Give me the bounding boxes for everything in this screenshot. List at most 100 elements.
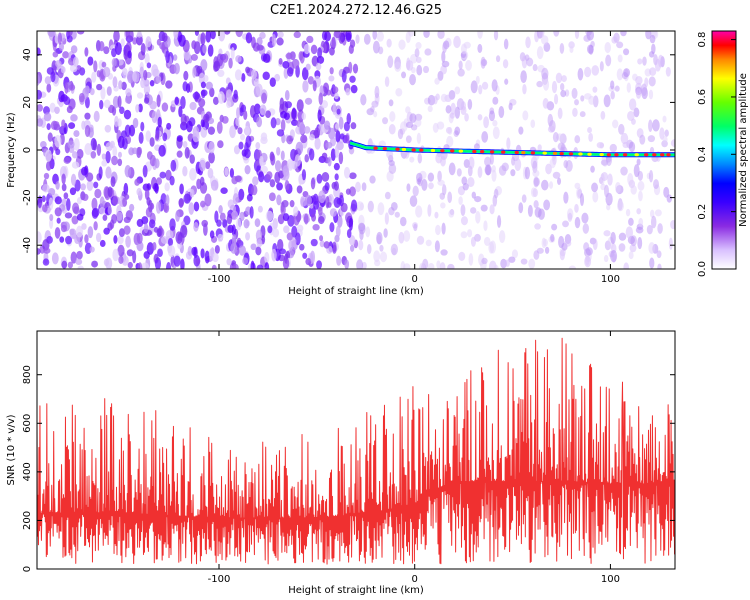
spectrogram-cell	[338, 116, 344, 130]
spectrogram-cell	[199, 159, 206, 172]
spectrogram-cell	[112, 76, 118, 88]
spectrogram-cell	[603, 184, 609, 198]
spectrogram-cell	[477, 43, 483, 53]
spectrogram-cell	[304, 97, 313, 105]
ridge-peak	[440, 149, 445, 153]
spectrogram-cell	[301, 112, 307, 120]
spectrogram-cell	[358, 239, 364, 251]
spectrogram-cell	[183, 215, 191, 226]
spectrogram-cell	[390, 243, 399, 256]
spectrogram-cell	[648, 242, 656, 254]
spectrogram-cell	[222, 53, 229, 63]
spectrogram-cell	[493, 264, 499, 269]
spectrogram-cell	[81, 193, 89, 201]
spectrogram-cell	[406, 183, 411, 192]
spectrogram-cell	[318, 92, 323, 105]
spectrogram-cell	[374, 85, 380, 99]
snr-series	[37, 337, 675, 565]
spectrogram-cell	[101, 153, 106, 160]
spectrogram-cell	[120, 130, 128, 139]
spectrogram-cell	[102, 66, 111, 78]
ridge-peak	[660, 153, 665, 157]
spectrogram-cell	[572, 107, 578, 117]
spectrogram-cell	[270, 153, 276, 166]
spectrogram-cell	[306, 35, 314, 44]
spectrogram-cell	[416, 178, 422, 185]
spectrogram-cell	[216, 121, 223, 134]
ridge-peak	[599, 152, 604, 157]
spectrogram-cell	[437, 170, 442, 182]
spectrogram-cell	[183, 70, 189, 81]
spectrogram-cell	[474, 233, 481, 242]
spectrogram-cell	[334, 145, 339, 158]
spectrogram-cell	[331, 36, 336, 50]
spectrogram-cell	[101, 159, 108, 167]
spectrogram-cell	[123, 225, 131, 235]
spectrogram-cell	[175, 231, 183, 244]
spectrogram-cell	[536, 31, 543, 39]
spectrogram-cell	[296, 224, 304, 233]
spectrogram-cell	[137, 262, 143, 269]
y-tick-label: 0	[22, 147, 33, 153]
spectrogram-cell	[468, 253, 474, 266]
spectrogram-cell	[335, 225, 341, 238]
spectrogram-cell	[37, 195, 43, 208]
ridge-peak	[458, 149, 464, 153]
ridge-peak	[559, 151, 564, 156]
spectrogram-cell	[648, 169, 654, 183]
spectrogram-cell	[470, 236, 476, 247]
spectrogram-cell	[99, 99, 104, 110]
spectrogram-cell	[567, 212, 573, 222]
colorbar-label: Normalized spectral amplitude	[738, 73, 749, 227]
spectrogram-cell	[234, 69, 242, 81]
spectrogram-cell	[227, 224, 234, 234]
spectrogram-cell	[496, 215, 502, 228]
spectrogram-cell	[409, 113, 417, 123]
spectrogram-cell	[186, 120, 193, 133]
spectrogram-cell	[84, 47, 89, 57]
spectrogram-cell	[600, 110, 606, 120]
spectrogram-cell	[225, 89, 233, 102]
spectrogram-cell	[305, 63, 311, 71]
spectrogram-cell	[284, 101, 292, 109]
spectrogram-cell	[239, 211, 245, 222]
spectrogram-cell	[297, 212, 302, 222]
spectrogram-cell	[318, 206, 323, 216]
spectrogram-cell	[592, 238, 598, 251]
spectrogram-cell	[577, 68, 584, 81]
spectrogram-cell	[428, 182, 434, 190]
spectrogram-cell	[175, 210, 180, 222]
spectrogram-cell	[653, 179, 660, 190]
spectrogram-cell	[542, 98, 549, 109]
spectrogram-cell	[192, 66, 197, 78]
spectrogram-cell	[403, 263, 411, 269]
spectrogram-cell	[645, 31, 652, 40]
spectrogram-cell	[204, 193, 212, 207]
spectrogram-cell	[69, 228, 77, 239]
spectrogram-cell	[350, 122, 357, 130]
spectrogram-cell	[344, 259, 350, 269]
spectrogram-cell	[348, 61, 353, 74]
spectrogram-cell	[323, 120, 331, 130]
spectrogram-cell	[412, 185, 419, 197]
spectrogram-cell	[662, 135, 668, 144]
spectrogram-cell	[441, 184, 447, 196]
spectrogram-cell	[670, 220, 675, 230]
spectrogram-cell	[432, 95, 438, 105]
spectrogram-cell	[57, 32, 63, 45]
spectrogram-cell	[324, 182, 330, 191]
spectrogram-cell	[460, 216, 468, 226]
spectrogram-cell	[373, 111, 378, 118]
spectrogram-cell	[149, 80, 155, 87]
spectrogram-cell	[91, 197, 98, 211]
spectrogram-cell	[166, 122, 172, 130]
spectrogram-cell	[553, 93, 559, 105]
spectrogram-cell	[180, 95, 186, 109]
ridge-peak	[587, 152, 592, 156]
spectrogram-cell	[236, 218, 242, 231]
spectrogram-cell	[628, 251, 634, 260]
y-tick-label: 40	[22, 48, 33, 61]
spectrogram-cell	[95, 232, 102, 243]
spectrogram-cell	[117, 135, 125, 149]
